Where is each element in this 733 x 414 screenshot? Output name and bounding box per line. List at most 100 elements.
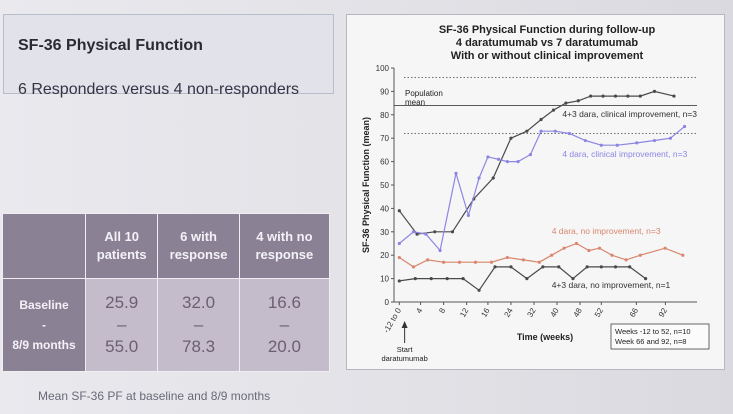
data-point	[587, 248, 591, 253]
data-point	[477, 288, 481, 292]
y-tick-label: 70	[380, 134, 389, 143]
data-point	[493, 265, 497, 269]
data-point	[509, 136, 513, 140]
data-point	[564, 101, 568, 105]
row-label-line: Baseline	[19, 298, 69, 312]
data-point	[599, 265, 603, 269]
table-header-empty	[2, 213, 86, 279]
series-line	[398, 126, 685, 252]
data-point	[505, 160, 510, 164]
data-point	[585, 265, 589, 269]
data-point	[411, 265, 416, 269]
data-point	[539, 129, 543, 133]
data-point	[576, 99, 580, 103]
data-point	[397, 209, 401, 213]
title-box: SF-36 Physical Function 6 Responders ver…	[3, 14, 334, 98]
x-tick-label: 12	[458, 306, 471, 319]
data-point	[429, 277, 433, 281]
data-point	[601, 94, 605, 98]
data-point	[454, 171, 458, 175]
data-point	[571, 277, 575, 281]
series-line	[398, 242, 684, 268]
data-point	[574, 241, 579, 246]
reference-label: Population	[405, 89, 443, 98]
cell-baseline: 25.9	[105, 293, 139, 312]
x-tick-label: 4	[414, 306, 424, 315]
table-header-responders: 6 with response	[157, 213, 240, 279]
data-point	[610, 253, 614, 257]
data-point	[509, 265, 513, 269]
data-point	[613, 265, 618, 269]
data-point	[477, 176, 481, 180]
cell-dash: –	[193, 315, 204, 334]
data-point	[486, 155, 490, 159]
data-point	[397, 241, 401, 246]
table-header-nonresponders: 4 with no response	[238, 213, 331, 279]
data-point	[672, 94, 676, 98]
x-tick-label: 16	[479, 306, 492, 319]
data-point	[525, 277, 529, 281]
x-tick-label: 52	[593, 306, 606, 319]
data-point	[550, 253, 554, 257]
table-row: Baseline - 8/9 months 25.9 – 55.0 32.0 –…	[2, 278, 331, 372]
data-point	[681, 253, 685, 257]
data-point	[473, 260, 478, 264]
data-point	[635, 141, 639, 145]
data-point	[663, 246, 667, 250]
cell-followup: 55.0	[105, 337, 139, 356]
note-box-line: Week 66 and 92, n=8	[615, 337, 686, 346]
slide-title: SF-36 Physical Function	[18, 37, 203, 54]
x-tick-label: 24	[502, 306, 515, 319]
data-point	[397, 255, 401, 260]
data-point	[626, 94, 630, 98]
y-axis-label: SF-36 Physical Function (mean)	[361, 117, 371, 253]
series-label: 4 dara, no improvement, n=3	[552, 226, 661, 236]
data-point	[491, 176, 495, 180]
table-cell: 16.6 – 20.0	[238, 278, 331, 372]
data-point	[624, 258, 628, 262]
line-chart: SF-36 Physical Function during follow-up…	[361, 24, 710, 363]
data-point	[668, 136, 673, 140]
cell-baseline: 16.6	[267, 293, 301, 312]
data-point	[438, 248, 442, 253]
data-point	[628, 265, 632, 269]
table-cell: 32.0 – 78.3	[157, 278, 240, 372]
data-point	[599, 143, 603, 147]
x-tick-label: 66	[628, 306, 641, 319]
series-label: 4+3 dara, no improvement, n=1	[552, 280, 671, 290]
row-label-line: -	[42, 318, 46, 332]
y-tick-label: 80	[380, 111, 389, 120]
x-tick-label: 40	[549, 306, 562, 319]
data-point	[445, 277, 449, 281]
data-point	[413, 277, 417, 281]
cell-dash: –	[116, 315, 127, 334]
data-point	[528, 152, 533, 157]
data-point	[397, 279, 401, 283]
x-tick-label: 8	[437, 306, 447, 315]
reference-label: mean	[405, 98, 425, 107]
data-point	[553, 129, 557, 133]
table-caption: Mean SF-36 PF at baseline and 8/9 months	[38, 389, 271, 403]
y-tick-label: 40	[380, 204, 389, 213]
data-point	[537, 260, 541, 264]
slide-subtitle: 6 Responders versus 4 non-responders	[18, 81, 300, 98]
data-point	[505, 255, 510, 260]
data-point	[496, 157, 501, 161]
data-point	[562, 246, 566, 250]
x-tick-label: -12 to 0	[382, 306, 404, 334]
data-point	[489, 260, 494, 264]
data-point	[583, 138, 587, 143]
data-point	[525, 129, 529, 133]
y-tick-label: 60	[380, 158, 389, 167]
y-tick-label: 0	[385, 298, 390, 307]
data-point	[613, 94, 618, 98]
data-point	[638, 253, 642, 257]
data-point	[461, 277, 465, 281]
data-point	[516, 160, 520, 164]
data-point	[682, 124, 687, 129]
data-point	[424, 232, 428, 236]
cell-followup: 20.0	[267, 337, 301, 356]
y-tick-label: 30	[380, 228, 389, 237]
chart-title-line: 4 daratumumab vs 7 daratumumab	[456, 37, 638, 49]
y-tick-label: 10	[380, 275, 389, 284]
